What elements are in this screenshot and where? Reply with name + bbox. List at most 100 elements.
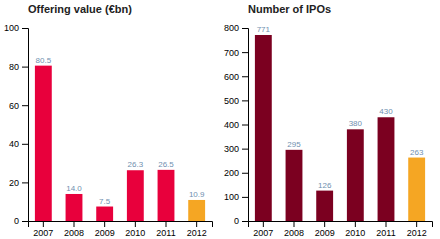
x-tick-label: 2010 <box>125 228 145 238</box>
x-tick: 2012 <box>187 221 207 238</box>
x-tick-mark <box>196 221 197 227</box>
bar <box>347 129 364 221</box>
bar <box>188 200 205 221</box>
x-axis: 2007 2008 2009 2010 2011 2012 <box>249 221 433 238</box>
data-label: 80.5 <box>36 56 52 65</box>
y-tick-mark <box>242 197 248 198</box>
x-tick-mark <box>104 221 105 227</box>
title: Number of IPOs <box>248 3 331 15</box>
y-tick-label: 800 <box>224 23 239 33</box>
data-label: 263 <box>410 148 424 157</box>
x-tick-label: 2008 <box>64 228 84 238</box>
x-tick-mark <box>166 221 167 227</box>
y-tick: 300 <box>224 144 248 154</box>
y-tick-label: 300 <box>224 144 239 154</box>
y-tick: 100 <box>4 23 28 33</box>
x-tick: 2007 <box>253 221 273 238</box>
y-tick: 0 <box>14 216 28 226</box>
x-tick: 2008 <box>64 221 84 238</box>
bar <box>127 170 144 221</box>
y-tick-mark <box>242 221 248 222</box>
data-label: 14.0 <box>66 184 82 193</box>
x-tick-label: 2011 <box>376 228 395 238</box>
x-tick-label: 2007 <box>253 228 273 238</box>
x-axis-line <box>29 222 213 228</box>
y-tick: 200 <box>224 168 248 178</box>
panel: 0 20 40 60 80 100 2007 2008 2009 2010 2011 2012 80.5… <box>4 3 213 238</box>
y-tick-label: 400 <box>224 120 239 130</box>
x-tick-mark <box>43 221 44 227</box>
y-tick-mark <box>242 76 248 77</box>
x-tick-label: 2009 <box>315 228 335 238</box>
y-axis-line <box>242 29 249 222</box>
y-tick: 100 <box>224 192 248 202</box>
y-tick-mark <box>22 182 28 183</box>
data-label: 771 <box>257 25 271 34</box>
y-tick: 80 <box>9 62 28 72</box>
x-tick-mark <box>74 221 75 227</box>
y-tick: 400 <box>224 120 248 130</box>
y-tick-mark <box>22 28 28 29</box>
bar <box>255 35 272 221</box>
data-label: 26.3 <box>128 160 144 169</box>
y-tick-mark <box>242 173 248 174</box>
x-tick-label: 2009 <box>95 228 115 238</box>
y-tick-mark <box>242 125 248 126</box>
y-tick-label: 0 <box>234 216 239 226</box>
x-tick-label: 2007 <box>33 228 53 238</box>
x-tick-label: 2010 <box>345 228 365 238</box>
x-tick: 2009 <box>95 221 115 238</box>
x-tick-mark <box>263 221 264 227</box>
bar <box>66 194 83 221</box>
bar <box>286 150 303 221</box>
x-tick: 2011 <box>376 221 395 238</box>
y-tick-mark <box>22 221 28 222</box>
x-tick: 2010 <box>125 221 145 238</box>
x-tick-mark <box>355 221 356 227</box>
x-tick: 2008 <box>284 221 304 238</box>
y-axis: 0 100 200 300 400 500 600 700 800 <box>224 23 249 226</box>
y-tick-label: 600 <box>224 72 239 82</box>
y-tick-label: 40 <box>9 139 19 149</box>
y-tick: 600 <box>224 72 248 82</box>
data-label: 26.5 <box>158 160 174 169</box>
data-label: 295 <box>287 140 301 149</box>
y-tick: 700 <box>224 48 248 58</box>
data-labels: 80.514.07.526.326.510.9 <box>36 56 205 206</box>
x-tick-label: 2012 <box>407 228 427 238</box>
y-tick-label: 100 <box>4 23 19 33</box>
x-tick: 2011 <box>156 221 175 238</box>
x-axis: 2007 2008 2009 2010 2011 2012 <box>29 221 213 238</box>
chart-root: 0 20 40 60 80 100 2007 2008 2009 2010 2011 2012 80.5… <box>0 0 440 239</box>
y-tick-label: 500 <box>224 96 239 106</box>
y-tick: 20 <box>9 178 28 188</box>
x-tick-mark <box>135 221 136 227</box>
x-tick: 2012 <box>407 221 427 238</box>
bar <box>158 170 175 221</box>
y-tick-mark <box>242 149 248 150</box>
bar <box>35 66 52 221</box>
x-tick-mark <box>324 221 325 227</box>
y-tick-label: 80 <box>9 62 19 72</box>
y-tick-mark <box>22 144 28 145</box>
x-tick-mark <box>386 221 387 227</box>
bars <box>255 35 425 221</box>
x-tick-label: 2008 <box>284 228 304 238</box>
x-tick: 2007 <box>33 221 53 238</box>
x-tick-mark <box>416 221 417 227</box>
y-tick: 40 <box>9 139 28 149</box>
y-tick: 500 <box>224 96 248 106</box>
y-tick-label: 0 <box>14 216 19 226</box>
y-tick-mark <box>22 105 28 106</box>
y-tick: 60 <box>9 101 28 111</box>
y-tick-mark <box>22 67 28 68</box>
y-axis: 0 20 40 60 80 100 <box>4 23 29 226</box>
y-tick-label: 20 <box>9 178 19 188</box>
x-axis-line <box>249 222 433 228</box>
data-label: 430 <box>379 107 393 116</box>
y-axis-line <box>22 29 29 222</box>
bar <box>96 207 113 221</box>
y-tick-mark <box>242 28 248 29</box>
title: Offering value (€bn) <box>28 3 132 15</box>
y-tick-mark <box>242 52 248 53</box>
